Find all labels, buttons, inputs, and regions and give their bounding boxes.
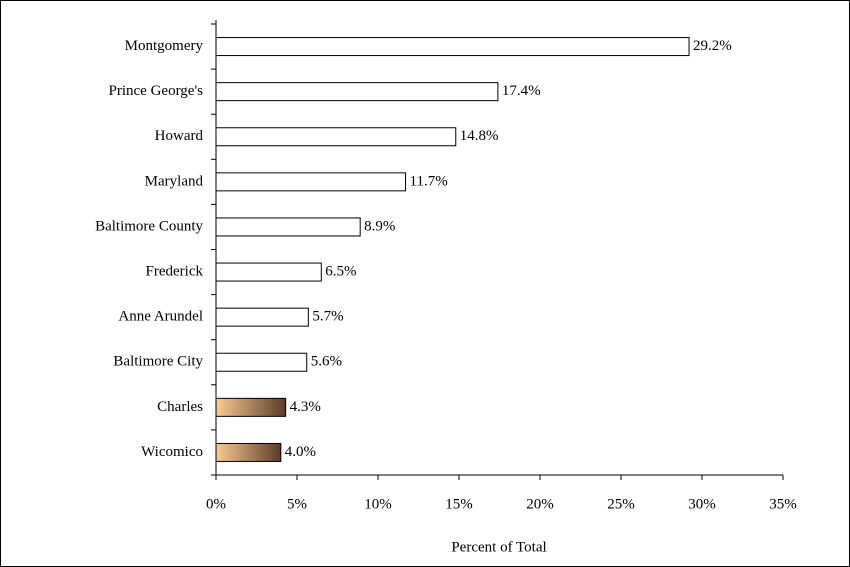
- x-tick-label: 15%: [445, 496, 473, 512]
- category-label: Prince George's: [109, 83, 204, 99]
- value-label: 4.0%: [285, 444, 316, 460]
- category-label: Montgomery: [125, 38, 204, 54]
- category-label: Wicomico: [141, 444, 203, 460]
- value-label: 17.4%: [502, 83, 541, 99]
- bar: [215, 262, 322, 282]
- category-label: Frederick: [146, 263, 204, 279]
- category-label: Baltimore County: [95, 218, 203, 234]
- category-label: Maryland: [145, 173, 204, 189]
- bar: [215, 352, 308, 372]
- value-label: 14.8%: [460, 128, 499, 144]
- category-label: Charles: [157, 399, 203, 415]
- x-axis-title: Percent of Total: [451, 539, 546, 555]
- value-label: 6.5%: [325, 263, 356, 279]
- bar: [215, 37, 690, 57]
- bar: [215, 397, 287, 417]
- x-tick-label: 0%: [206, 496, 226, 512]
- value-label: 8.9%: [364, 218, 395, 234]
- bar: [215, 82, 499, 102]
- x-tick-label: 35%: [769, 496, 797, 512]
- value-label: 5.6%: [311, 354, 342, 370]
- category-label: Baltimore City: [113, 354, 203, 370]
- bar: [215, 217, 361, 237]
- bar: [215, 127, 457, 147]
- category-label: Howard: [155, 128, 204, 144]
- value-label: 11.7%: [410, 173, 448, 189]
- x-tick-label: 10%: [364, 496, 392, 512]
- x-tick-label: 20%: [526, 496, 554, 512]
- x-tick-label: 5%: [287, 496, 307, 512]
- value-label: 4.3%: [290, 399, 321, 415]
- bar: [215, 307, 309, 327]
- bar: [215, 442, 282, 462]
- bar: [215, 172, 407, 192]
- value-label: 29.2%: [693, 38, 732, 54]
- category-label: Anne Arundel: [118, 309, 203, 325]
- x-tick-label: 30%: [688, 496, 716, 512]
- x-tick-label: 25%: [607, 496, 635, 512]
- value-label: 5.7%: [312, 309, 343, 325]
